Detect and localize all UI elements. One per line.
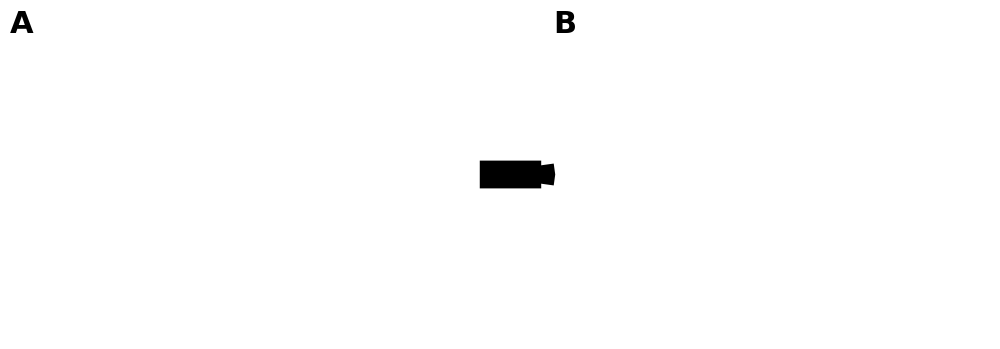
Text: B: B [553,10,576,39]
Text: A: A [10,10,34,39]
